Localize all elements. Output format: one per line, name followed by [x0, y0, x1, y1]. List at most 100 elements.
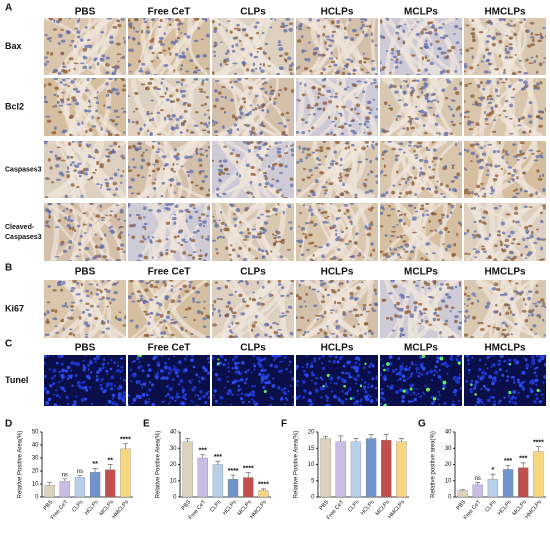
nucleus	[130, 380, 132, 383]
nucleus	[257, 232, 262, 236]
nucleus	[262, 50, 266, 55]
nucleus	[329, 226, 332, 230]
nucleus	[451, 123, 456, 127]
nucleus	[424, 308, 428, 310]
nucleus	[177, 382, 181, 386]
nucleus	[132, 402, 134, 404]
micrograph-content	[128, 355, 210, 406]
stroma	[150, 280, 193, 338]
nucleus	[309, 69, 313, 73]
nucleus	[164, 162, 169, 167]
nucleus	[152, 187, 157, 190]
nucleus	[419, 207, 425, 211]
nucleus	[301, 151, 305, 154]
nucleus	[175, 124, 179, 127]
nucleus	[173, 68, 176, 73]
nucleus	[489, 163, 493, 167]
nucleus	[361, 379, 363, 381]
nucleus	[376, 108, 378, 111]
stroma	[156, 78, 166, 136]
nucleus	[218, 164, 223, 168]
nucleus	[343, 190, 349, 193]
nucleus	[265, 215, 271, 218]
nucleus	[509, 230, 515, 235]
column-header: Free CeT	[148, 343, 191, 354]
nucleus	[494, 379, 497, 383]
nucleus	[58, 18, 62, 22]
nucleus	[331, 30, 336, 33]
nucleus	[464, 319, 467, 323]
nucleus	[410, 385, 413, 388]
nucleus	[91, 256, 97, 261]
nucleus	[509, 132, 514, 135]
nucleus	[168, 203, 174, 206]
nucleus	[60, 288, 64, 292]
micrograph-content	[212, 141, 294, 198]
nucleus	[285, 145, 288, 148]
nucleus	[319, 146, 324, 149]
nucleus	[54, 86, 59, 90]
nucleus	[90, 371, 93, 374]
nucleus	[415, 367, 419, 371]
nucleus	[307, 41, 311, 44]
nucleus	[335, 319, 339, 323]
nucleus	[307, 319, 310, 322]
nucleus	[53, 78, 59, 81]
nucleus	[205, 78, 209, 81]
nucleus	[390, 252, 395, 256]
nucleus	[194, 111, 199, 114]
nucleus	[502, 149, 505, 154]
nucleus	[219, 195, 222, 198]
nucleus	[342, 68, 346, 70]
nucleus	[99, 165, 104, 169]
nucleus	[504, 238, 510, 243]
nucleus	[454, 70, 458, 73]
micrograph-content	[380, 280, 462, 338]
nucleus	[282, 314, 287, 317]
nucleus	[151, 117, 155, 122]
nucleus	[70, 374, 73, 377]
nucleus	[313, 304, 318, 308]
nucleus	[153, 285, 158, 289]
nucleus	[84, 26, 88, 29]
y-tick-label: 0	[448, 495, 452, 501]
nucleus	[249, 104, 253, 107]
apoptotic-cell	[402, 389, 406, 393]
nucleus	[52, 289, 58, 292]
nucleus	[151, 141, 157, 143]
nucleus	[424, 404, 427, 406]
nucleus	[304, 58, 308, 62]
nucleus	[435, 395, 438, 398]
nucleus	[99, 204, 103, 208]
nucleus	[291, 403, 294, 405]
nucleus	[187, 254, 193, 257]
nucleus	[408, 257, 411, 260]
nucleus	[380, 358, 382, 361]
nucleus	[347, 72, 352, 75]
nucleus	[198, 397, 202, 401]
nucleus	[202, 53, 208, 58]
nucleus	[68, 239, 73, 244]
nucleus	[61, 304, 67, 308]
nucleus	[475, 250, 480, 254]
nucleus	[307, 398, 312, 403]
nucleus	[296, 328, 302, 332]
nucleus	[470, 379, 474, 383]
panel-label: D	[5, 419, 12, 430]
nucleus	[494, 164, 499, 168]
nucleus	[434, 228, 438, 232]
nucleus	[129, 48, 135, 53]
nucleus	[109, 210, 114, 213]
micrograph-content	[128, 18, 210, 75]
nucleus	[186, 103, 192, 108]
nucleus	[454, 176, 459, 180]
nucleus	[429, 61, 434, 66]
nucleus	[464, 63, 468, 65]
stroma	[332, 141, 358, 198]
nucleus	[252, 291, 255, 294]
nucleus	[441, 69, 446, 74]
nucleus	[201, 81, 204, 86]
nucleus	[231, 367, 234, 370]
nucleus	[449, 132, 454, 135]
